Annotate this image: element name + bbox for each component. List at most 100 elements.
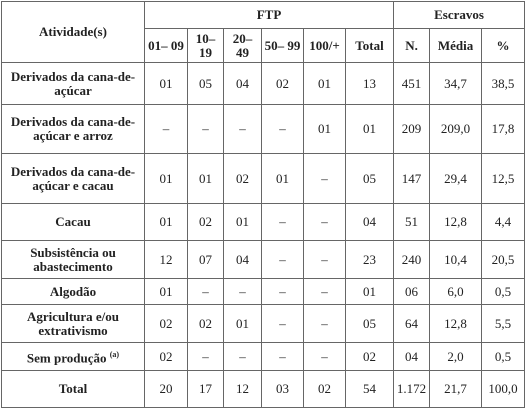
header-cell: Atividade(s)	[1, 1, 145, 63]
cell: 20,5	[481, 240, 526, 279]
table-body: Derivados da cana-de-açúcar 01 05 04 02 01 13 4…	[1, 62, 526, 408]
label-text: Derivados da cana-de-açúcar e cacau	[10, 163, 136, 193]
cell: –	[261, 342, 304, 371]
header-cell: Escravos	[393, 1, 526, 29]
cell: 01	[261, 153, 304, 204]
cell: 64	[393, 304, 431, 343]
cell: 12	[223, 370, 262, 408]
cell: 02	[344, 342, 395, 371]
cell: 04	[344, 203, 395, 241]
header-cell: 50– 99	[261, 28, 304, 63]
label-text: Derivados da cana-de-açúcar e arroz	[10, 114, 136, 143]
header-cell: 10– 19	[187, 28, 224, 63]
cell: 29,4	[429, 153, 483, 204]
cell: –	[303, 278, 346, 305]
cell: –	[303, 342, 346, 371]
cell: 02	[144, 304, 188, 343]
cell: 6,0	[429, 278, 483, 305]
header-cell: 20– 49	[223, 28, 262, 63]
row-label: Derivados da cana-de-açúcar e cacau	[1, 153, 145, 204]
cell: –	[187, 342, 224, 371]
cell: 01	[144, 203, 188, 241]
cell: –	[303, 153, 346, 204]
cell: 01	[144, 62, 188, 105]
cell: 01	[187, 153, 224, 204]
cell: 02	[261, 62, 304, 105]
cell: 05	[187, 62, 224, 105]
row-label: Sem produção (a)	[1, 342, 145, 371]
cell: 06	[393, 278, 431, 305]
cell: 2,0	[429, 342, 483, 371]
data-row: Cacau 01 02 01– –04 51 12,8 4,4	[1, 203, 526, 241]
cell: 0,5	[481, 342, 526, 371]
cell: –	[303, 203, 346, 241]
cell: 02	[223, 153, 262, 204]
cell: 51	[393, 203, 431, 241]
cell: 34,7	[429, 62, 483, 105]
cell: 209,0	[429, 104, 483, 154]
table-header: Atividade(s) FTP Escravos 01– 09 10– 19 20…	[1, 1, 526, 63]
label-text: Derivados da cana-de-açúcar	[10, 68, 136, 98]
cell: 240	[393, 240, 431, 279]
cell: 12	[144, 240, 188, 279]
cell: –	[223, 104, 262, 154]
label-text: Sem produção	[26, 350, 107, 366]
cell: 04	[223, 62, 262, 105]
row-label: Subsistência ou abastecimento	[1, 240, 145, 279]
cell: 54	[344, 370, 395, 408]
cell: 02	[187, 203, 224, 241]
cell: 12,8	[429, 203, 483, 241]
cell: –	[303, 304, 346, 343]
header-row: Atividade(s) FTP Escravos	[1, 1, 526, 63]
cell: 04	[393, 342, 431, 371]
label-text: Agricultura e/ou extrativismo	[26, 308, 120, 338]
cell: 4,4	[481, 203, 526, 241]
header-cell: Média	[429, 28, 483, 63]
cell: –	[261, 203, 304, 241]
cell: 147	[393, 153, 431, 204]
label-text: Cacau	[55, 214, 91, 229]
cell: 23	[344, 240, 395, 279]
row-label: Total	[1, 370, 145, 408]
cell: 01	[144, 278, 188, 305]
cell: 05	[344, 304, 395, 343]
cell: 01	[344, 104, 395, 154]
cell: –	[187, 278, 224, 305]
header-cell: N.	[393, 28, 431, 63]
header-cell: FTP	[143, 1, 395, 29]
row-label: Algodão	[1, 278, 145, 305]
data-row: Derivados da cana-de-açúcar e arroz – – – –0…	[1, 104, 526, 154]
cell: –	[261, 278, 304, 305]
cell: –	[303, 240, 346, 279]
cell: –	[223, 342, 262, 371]
data-row: Derivados da cana-de-açúcar 01 05 04 02 01 13 4…	[1, 62, 526, 105]
cell: 1.172	[393, 370, 431, 408]
cell: 17	[187, 370, 224, 408]
header-cell: %	[481, 28, 526, 63]
cell: 38,5	[481, 62, 526, 105]
cell: 451	[393, 62, 431, 105]
label-text: Subsistência ou abastecimento	[30, 244, 116, 274]
cell: 01	[223, 304, 262, 343]
row-label: Agricultura e/ou extrativismo	[1, 304, 145, 343]
header-cell: Total	[344, 28, 395, 63]
label-text: Algodão	[49, 283, 97, 299]
header-row: 01– 09 10– 19 20– 49 50– 99 100/+ Total N. Médi…	[2, 28, 526, 63]
cell: 17,8	[481, 104, 526, 154]
cell: 12,8	[429, 304, 483, 343]
total-row: Total 20 17 12 03 02 54 1.172 21,7 100,0	[1, 370, 526, 408]
cell: 20	[144, 370, 188, 408]
row-label: Derivados da cana-de-açúcar	[1, 62, 145, 105]
cell: 01	[303, 62, 346, 105]
cell: 13	[344, 62, 395, 105]
cell: 5,5	[481, 304, 526, 343]
data-row: Sem produção (a) 02– – – –02 04 2,0 0,5	[1, 342, 526, 371]
cell: 0,5	[481, 278, 526, 305]
cell: 12,5	[481, 153, 526, 204]
cell: 100,0	[481, 370, 526, 408]
row-label: Cacau	[1, 203, 145, 241]
cell: 21,7	[429, 370, 483, 408]
label-text: Total	[58, 381, 88, 396]
cell: –	[144, 104, 188, 154]
